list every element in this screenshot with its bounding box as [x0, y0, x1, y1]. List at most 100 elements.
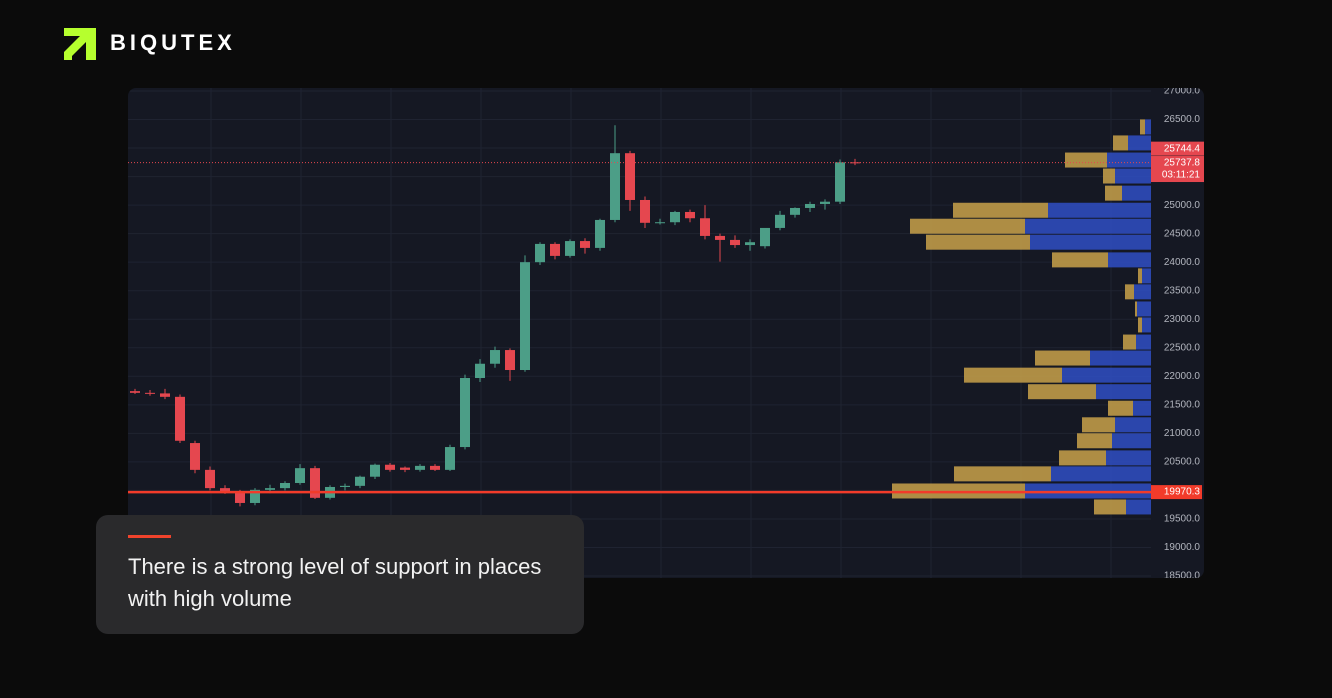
volume-bar	[1105, 185, 1122, 201]
y-tick-label: 27000.0	[1164, 86, 1201, 97]
y-tick-label: 26500.0	[1164, 114, 1201, 125]
candle-body	[760, 227, 770, 247]
volume-bar	[1126, 499, 1151, 515]
volume-bar	[1062, 367, 1151, 383]
candle-body	[700, 218, 710, 236]
candle-body	[265, 488, 275, 490]
candle-body	[415, 465, 425, 470]
candle-body	[730, 239, 740, 246]
candle-body	[580, 241, 590, 248]
chart-panel	[128, 88, 1204, 578]
candle-body	[595, 219, 605, 248]
candle-body	[460, 378, 470, 448]
volume-bar	[1065, 152, 1107, 168]
candle-body	[205, 469, 215, 489]
y-tick-label: 25000.0	[1164, 200, 1201, 211]
volume-bar	[954, 466, 1051, 482]
volume-bar	[1135, 301, 1137, 317]
volume-bar	[1108, 400, 1133, 416]
volume-bar	[1090, 350, 1151, 366]
candle-body	[565, 241, 575, 256]
candle-body	[130, 391, 140, 393]
candle-body	[445, 447, 455, 470]
candle-body	[355, 476, 365, 486]
candle-body	[790, 207, 800, 215]
candle-body	[370, 464, 380, 477]
volume-bar	[1112, 433, 1151, 449]
volume-bar	[1107, 152, 1151, 168]
current-price-label: 25744.4	[1164, 143, 1201, 154]
y-tick-label: 23500.0	[1164, 285, 1201, 296]
volume-bar	[1122, 185, 1151, 201]
volume-bar	[1106, 450, 1151, 466]
volume-bar	[1025, 218, 1151, 234]
volume-bar	[1059, 450, 1106, 466]
candle-body	[520, 262, 530, 371]
volume-bar	[1028, 384, 1096, 400]
candle-body	[685, 211, 695, 219]
volume-bar	[1142, 317, 1151, 333]
candle-body	[160, 393, 170, 397]
candle-body	[175, 396, 185, 441]
volume-bar	[1134, 284, 1151, 300]
candle-body	[655, 222, 665, 224]
volume-bar	[1142, 268, 1151, 284]
volume-bar	[1138, 268, 1142, 284]
volume-bar	[1048, 202, 1151, 218]
candle-body	[280, 482, 290, 489]
caption: There is a strong level of support in pl…	[128, 554, 542, 611]
candle-body	[550, 243, 560, 256]
candle-body	[220, 488, 230, 493]
candle-body	[400, 467, 410, 470]
caption-box: There is a strong level of support in pl…	[96, 515, 584, 634]
volume-bar	[1096, 384, 1151, 400]
candle-body	[805, 203, 815, 208]
candle-body	[505, 350, 515, 371]
volume-bar	[953, 202, 1048, 218]
y-tick-label: 19000.0	[1164, 542, 1201, 553]
candle-body	[640, 199, 650, 223]
candle-body	[490, 350, 500, 364]
volume-bar	[1123, 334, 1136, 350]
volume-bar	[1137, 301, 1151, 317]
y-tick-label: 20500.0	[1164, 457, 1201, 468]
volume-bar	[1133, 400, 1151, 416]
support-box	[1151, 485, 1202, 500]
candle-body	[340, 485, 350, 487]
volume-bar	[1077, 433, 1112, 449]
last-price-label: 25737.8	[1164, 158, 1201, 169]
volume-bar	[1145, 119, 1151, 135]
candle-body	[775, 214, 785, 228]
candle-body	[670, 211, 680, 223]
volume-bar	[1128, 135, 1151, 151]
candle-body	[535, 243, 545, 263]
candle-body	[190, 443, 200, 470]
y-tick-label: 21000.0	[1164, 428, 1201, 439]
candle-body	[610, 153, 620, 220]
plot-area: 27000.026500.026000.025500.025000.024500…	[128, 86, 1201, 582]
volume-bar	[1136, 334, 1151, 350]
candle-body	[430, 465, 440, 470]
volume-bar	[1094, 499, 1126, 515]
candle-body	[295, 468, 305, 483]
last-price-box	[1151, 156, 1204, 183]
logo-icon	[64, 28, 96, 60]
y-tick-label: 18500.0	[1164, 571, 1201, 582]
candle-body	[625, 153, 635, 200]
support-label: 19970.3	[1164, 487, 1201, 498]
candle-body	[250, 489, 260, 503]
y-tick-label: 24500.0	[1164, 228, 1201, 239]
volume-bar	[1125, 284, 1134, 300]
y-tick-label: 19500.0	[1164, 514, 1201, 525]
y-tick-label: 22500.0	[1164, 342, 1201, 353]
volume-bar	[910, 218, 1025, 234]
volume-bar	[964, 367, 1062, 383]
y-tick-label: 22000.0	[1164, 371, 1201, 382]
candle-body	[820, 201, 830, 204]
current-price-box	[1151, 141, 1204, 156]
candle-body	[745, 242, 755, 246]
volume-bar	[1138, 317, 1142, 333]
candle-body	[310, 468, 320, 498]
countdown-label: 03:11:21	[1162, 170, 1201, 181]
